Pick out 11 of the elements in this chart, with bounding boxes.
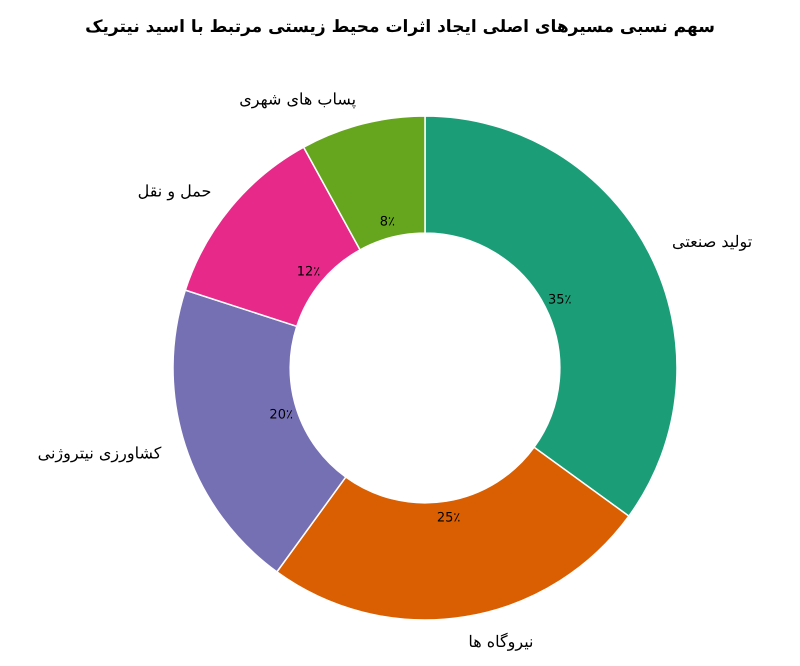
slice-label: کشاورزی نیتروژنی xyxy=(38,444,162,463)
data-label: 20٪ xyxy=(269,408,293,423)
chart-title: سهم نسبی مسیرهای اصلی ایجاد اثرات محیط زیستی مرتبط با اسید نیتریک xyxy=(85,17,715,37)
slice-label: پساب های شهری xyxy=(239,90,356,109)
slice-label: تولید صنعتی xyxy=(672,232,752,252)
data-label: 8٪ xyxy=(380,214,396,230)
data-label: 35٪ xyxy=(548,292,572,308)
data-label: 12٪ xyxy=(296,264,320,280)
slice-label: حمل و نقل xyxy=(138,181,212,200)
slice-label: نیروگاه ها xyxy=(468,632,534,651)
data-label: 25٪ xyxy=(436,510,460,526)
